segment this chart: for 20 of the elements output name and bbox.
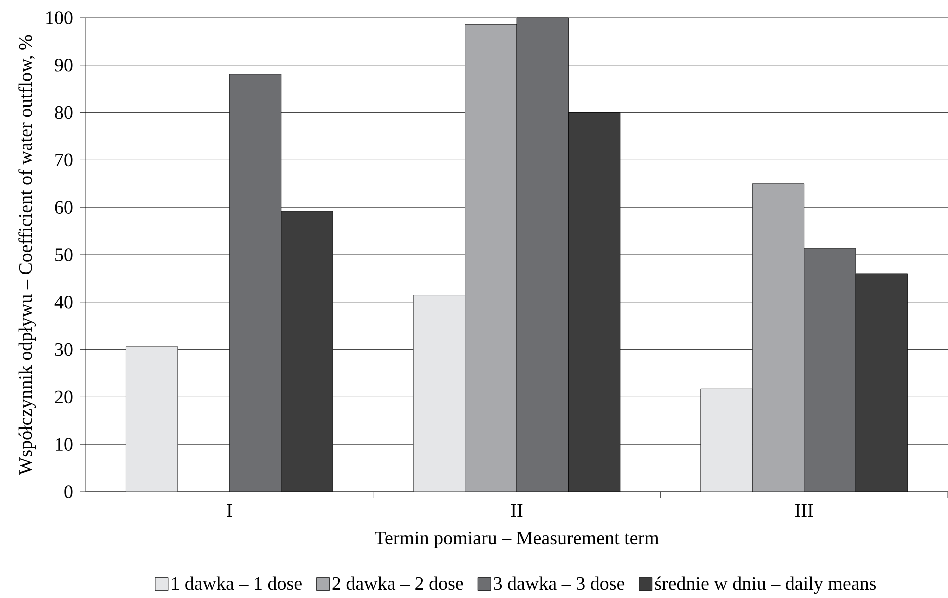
y-tick-label: 40 [54, 296, 73, 309]
y-tick-label: 100 [46, 12, 73, 24]
y-tick-label: 20 [55, 390, 73, 404]
legend-label: 3 dawka – 3 dose [494, 576, 625, 590]
y-tick-label: 90 [55, 58, 73, 72]
legend-label: średnie w dniu – daily means [655, 576, 876, 594]
y-axis-title: Współczynnik odpływu – Coefficient of water outflow, % [18, 35, 36, 476]
y-tick-label: 70 [56, 154, 73, 167]
legend-label: 1 dawka – 1 dose [172, 576, 302, 590]
y-tick-label: 80 [55, 106, 73, 120]
y-tick-label: 10 [56, 438, 73, 452]
y-tick-label: 60 [55, 201, 73, 214]
legend-label: 2 dawka – 2 dose [332, 576, 464, 590]
x-tick-label: I [227, 504, 232, 517]
x-tick-label: II [511, 504, 523, 517]
y-tick-label: 30 [55, 343, 73, 356]
x-tick-label: III [796, 504, 814, 517]
x-axis-title: Termin pomiaru – Measurement term [375, 532, 660, 548]
y-tick-label: 0 [64, 486, 73, 498]
y-tick-label: 50 [56, 248, 73, 262]
